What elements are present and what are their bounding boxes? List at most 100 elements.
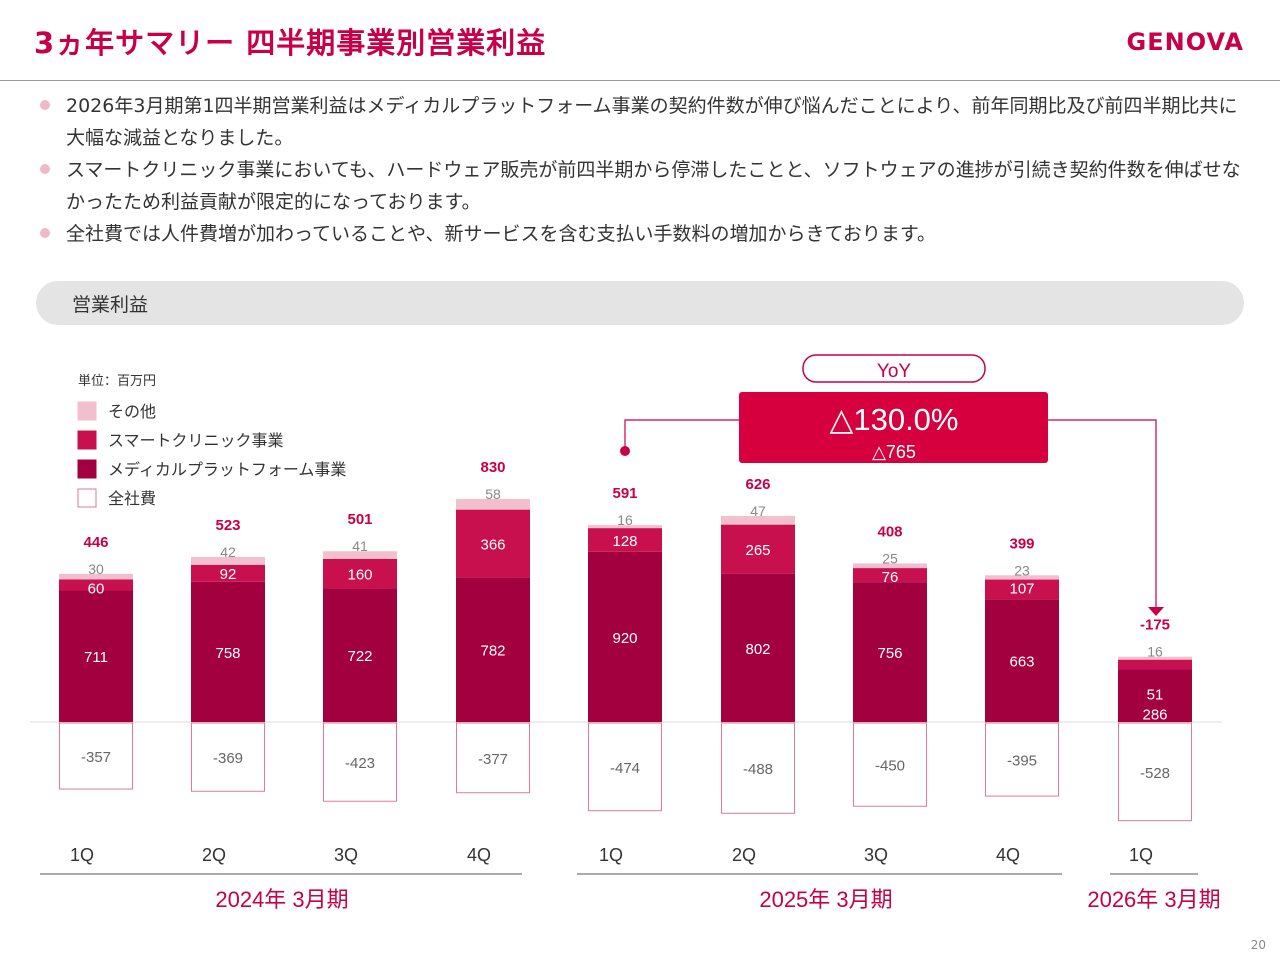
legend-swatch	[77, 488, 97, 508]
bar-smart-segment	[853, 568, 927, 583]
legend-swatch	[77, 459, 97, 479]
label-corporate-value: -369	[213, 750, 243, 767]
bar-smart-segment	[588, 528, 662, 552]
label-corporate-value: -395	[1007, 753, 1037, 770]
yoy-connector-dot	[620, 446, 630, 456]
label-total-value: -175	[1140, 617, 1170, 634]
label-other-value: 47	[750, 503, 766, 519]
bar-smart-segment	[721, 524, 795, 574]
yoy-connector-left	[624, 419, 739, 451]
page-number: 20	[1250, 938, 1266, 952]
label-corporate-value: -528	[1140, 765, 1170, 782]
bar-corporate-segment	[1118, 722, 1192, 822]
page-title: 3ヵ年サマリー 四半期事業別営業利益	[34, 26, 547, 60]
label-smart-value: 128	[612, 533, 637, 550]
label-total-value: 501	[347, 511, 372, 528]
legend-label: その他	[108, 403, 156, 421]
x-tick-label: 1Q	[70, 845, 94, 865]
label-smart-value: 160	[347, 567, 372, 584]
operating-profit-chart: 711 60 30 -357 446 1Q 758 92 42 -369 523 2Q 722 160 41…	[30, 354, 1222, 912]
label-total-value: 591	[612, 485, 637, 502]
label-total-value: 830	[480, 459, 505, 476]
label-smart-value: 107	[1009, 581, 1034, 598]
label-corporate-value: -377	[478, 751, 508, 768]
label-other-value: 23	[1014, 562, 1030, 578]
bar-other-segment	[323, 551, 397, 559]
bullet-item: 2026年3月期第1四半期営業利益はメディカルプラットフォーム事業の契約件数が伸…	[40, 90, 1250, 154]
bullet-text: 2026年3月期第1四半期営業利益はメディカルプラットフォーム事業の契約件数が伸…	[66, 95, 1238, 149]
bar-medical-segment	[588, 551, 662, 722]
x-tick-label: 3Q	[864, 845, 888, 865]
label-other-value: 42	[220, 544, 236, 560]
label-corporate-value: -423	[345, 755, 375, 772]
legend-label: メディカルプラットフォーム事業	[108, 460, 346, 479]
section-title: 営業利益	[72, 294, 149, 316]
legend-label: スマートクリニック事業	[108, 432, 284, 450]
legend-swatch	[77, 401, 97, 421]
bar-corporate-segment	[853, 722, 927, 807]
label-other-value: 58	[485, 486, 501, 502]
bullet-text: スマートクリニック事業においても、ハードウェア販売が前四半期から停滞したことと、…	[66, 159, 1241, 213]
label-other-value: 25	[882, 550, 898, 566]
bar-corporate-segment	[323, 722, 397, 802]
label-total-value: 399	[1009, 535, 1034, 552]
x-tick-label: 4Q	[467, 845, 491, 865]
label-smart-value: 265	[745, 542, 770, 559]
group-label: 2025年 3月期	[759, 887, 892, 912]
label-medical-value: 920	[612, 630, 637, 647]
yoy-box	[739, 392, 1048, 463]
bar-corporate-segment	[588, 722, 662, 812]
bullet-item: 全社費では人件費増が加わっていることや、新サービスを含む支払い手数料の増加からき…	[40, 218, 1250, 250]
bar-corporate-segment	[721, 722, 795, 814]
label-medical-value: 722	[347, 648, 372, 665]
bar-corporate-segment	[191, 722, 265, 792]
bar-other-segment	[59, 573, 133, 580]
label-medical-value: 663	[1009, 654, 1034, 671]
bar-medical-segment	[985, 599, 1059, 722]
label-smart-value: 76	[882, 569, 899, 586]
label-corporate-value: -474	[610, 760, 640, 777]
label-medical-value: 756	[877, 645, 902, 662]
x-tick-label: 2Q	[732, 845, 756, 865]
label-medical-value: 782	[480, 643, 505, 660]
x-tick-label: 3Q	[334, 845, 358, 865]
genova-logo: GENOVA	[1126, 28, 1244, 56]
bar-other-segment	[588, 525, 662, 529]
group-label: 2026年 3月期	[1087, 887, 1220, 912]
label-total-value: 408	[877, 523, 902, 540]
yoy-pill	[802, 354, 986, 383]
group-label: 2024年 3月期	[215, 887, 348, 912]
label-smart-value: 366	[480, 536, 505, 553]
label-total-value: 446	[83, 534, 108, 551]
label-smart-value: 60	[88, 580, 105, 597]
label-smart-value: 51	[1147, 687, 1164, 704]
x-tick-label: 1Q	[1129, 845, 1153, 865]
bullet-dot-icon	[40, 164, 50, 174]
summary-bullets: 2026年3月期第1四半期営業利益はメディカルプラットフォーム事業の契約件数が伸…	[40, 90, 1250, 250]
bullet-dot-icon	[40, 100, 50, 110]
bar-medical-segment	[323, 588, 397, 722]
bar-medical-segment	[59, 590, 133, 722]
bar-other-segment	[985, 575, 1059, 580]
bar-smart-segment	[59, 579, 133, 591]
label-medical-value: 286	[1142, 707, 1167, 724]
legend-swatch	[77, 430, 97, 450]
label-other-value: 16	[1147, 644, 1163, 660]
bar-corporate-segment	[456, 722, 530, 794]
label-other-value: 41	[352, 538, 368, 554]
label-medical-value: 711	[84, 649, 108, 666]
x-tick-label: 2Q	[202, 845, 226, 865]
bullet-dot-icon	[40, 228, 50, 238]
bar-smart-segment	[985, 579, 1059, 600]
section-header: 営業利益	[36, 281, 1244, 325]
label-corporate-value: -488	[743, 761, 773, 778]
bar-other-segment	[853, 563, 927, 569]
title-divider	[0, 80, 1280, 81]
label-smart-value: 92	[220, 566, 237, 583]
bar-medical-segment	[1118, 669, 1192, 722]
label-other-value: 16	[617, 512, 633, 528]
label-medical-value: 758	[215, 645, 240, 662]
bullet-text: 全社費では人件費増が加わっていることや、新サービスを含む支払い手数料の増加からき…	[66, 223, 937, 245]
bar-medical-segment	[721, 573, 795, 722]
bar-medical-segment	[853, 582, 927, 722]
